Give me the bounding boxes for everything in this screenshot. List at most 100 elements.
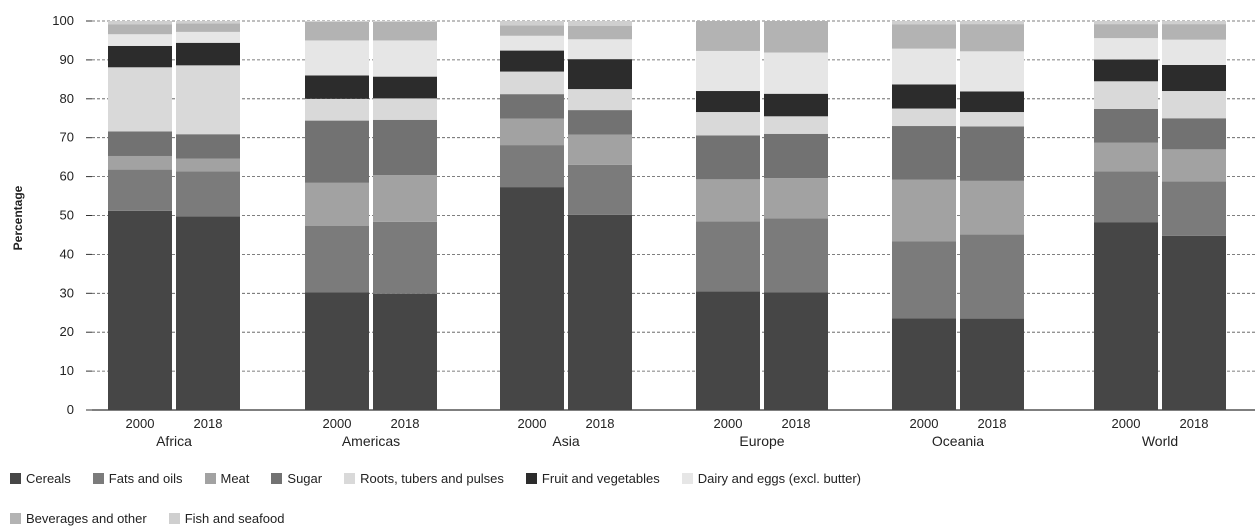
bar-segment-africa-2000-0 — [108, 210, 172, 410]
bar-segment-world-2018-8 — [1162, 21, 1226, 25]
legend-label: Cereals — [26, 470, 71, 486]
legend-swatch — [681, 472, 693, 484]
bar-segment-asia-2000-8 — [500, 21, 564, 26]
bar-segment-world-2018-2 — [1162, 149, 1226, 182]
bar-segment-oceania-2018-6 — [960, 51, 1024, 92]
bar-segment-europe-2000-4 — [696, 112, 760, 136]
bar-segment-europe-2018-1 — [764, 218, 828, 293]
bar-segment-asia-2018-3 — [568, 110, 632, 135]
bar-segment-world-2018-3 — [1162, 118, 1226, 150]
bar-segment-oceania-2018-2 — [960, 180, 1024, 235]
bar-segment-asia-2018-2 — [568, 134, 632, 165]
bar-segment-asia-2000-4 — [500, 71, 564, 95]
bar-segment-africa-2018-1 — [176, 171, 240, 217]
bar-segment-americas-2018-2 — [373, 175, 437, 222]
bar-segment-americas-2000-7 — [305, 21, 369, 41]
y-tick-label: 80 — [60, 91, 74, 106]
bar-segment-africa-2000-1 — [108, 169, 172, 211]
bar-segment-world-2000-4 — [1094, 81, 1158, 109]
bar-segment-world-2018-4 — [1162, 91, 1226, 119]
bar-segment-americas-2000-8 — [305, 21, 369, 22]
y-tick-label: 100 — [52, 13, 74, 28]
bar-segment-americas-2018-5 — [373, 76, 437, 99]
bar-segment-oceania-2018-5 — [960, 91, 1024, 113]
bar-segment-americas-2000-4 — [305, 98, 369, 121]
bar-segment-americas-2018-1 — [373, 221, 437, 294]
bar-segment-oceania-2000-0 — [892, 318, 956, 410]
bar-segment-africa-2000-3 — [108, 131, 172, 156]
x-tick-label: 2018 — [782, 416, 811, 431]
bar-segment-asia-2018-0 — [568, 214, 632, 410]
bar-segment-asia-2000-1 — [500, 145, 564, 188]
bars — [108, 21, 1226, 410]
legend-item: Dairy and eggs (excl. butter) — [681, 470, 861, 486]
x-tick-label: 2018 — [391, 416, 420, 431]
bar-segment-americas-2018-3 — [373, 119, 437, 176]
bar-segment-asia-2000-6 — [500, 35, 564, 51]
bar-segment-asia-2000-5 — [500, 50, 564, 72]
legend-swatch — [168, 512, 180, 524]
bar-segment-world-2000-1 — [1094, 171, 1158, 223]
bar-segment-europe-2000-1 — [696, 221, 760, 292]
bar-segment-world-2018-0 — [1162, 235, 1226, 410]
bar-segment-africa-2000-2 — [108, 155, 172, 170]
bar-segment-americas-2018-0 — [373, 293, 437, 410]
bar-segment-europe-2018-0 — [764, 292, 828, 410]
bar-segment-oceania-2000-1 — [892, 241, 956, 319]
legend-swatch — [92, 472, 104, 484]
group-label: Europe — [739, 433, 784, 449]
x-tick-label: 2018 — [1180, 416, 1209, 431]
bar-segment-europe-2018-7 — [764, 21, 828, 53]
x-tick-label: 2018 — [194, 416, 223, 431]
bar-segment-asia-2018-1 — [568, 164, 632, 215]
y-tick-label: 90 — [60, 52, 74, 67]
legend: Cereals Fats and oils Meat Sugar Roots, tube… — [10, 470, 1070, 526]
bar-segment-oceania-2018-4 — [960, 112, 1024, 127]
bar-segment-americas-2000-1 — [305, 226, 369, 293]
bar-segment-africa-2000-7 — [108, 24, 172, 35]
legend-swatch — [344, 472, 356, 484]
x-tick-label: 2000 — [1112, 416, 1141, 431]
legend-label: Roots, tubers and pulses — [360, 470, 504, 486]
x-tick-label: 2018 — [586, 416, 615, 431]
bar-segment-americas-2000-6 — [305, 40, 369, 76]
bar-segment-oceania-2000-4 — [892, 108, 956, 127]
legend-label: Fats and oils — [108, 470, 183, 486]
x-tick-label: 2000 — [714, 416, 743, 431]
bar-segment-oceania-2000-6 — [892, 48, 956, 85]
bar-segment-americas-2018-8 — [373, 21, 437, 22]
x-tick-label: 2018 — [978, 416, 1007, 431]
bar-segment-world-2018-7 — [1162, 24, 1226, 40]
bar-segment-americas-2000-5 — [305, 75, 369, 99]
bar-segment-americas-2018-4 — [373, 98, 437, 120]
bar-segment-world-2000-8 — [1094, 21, 1158, 25]
legend-item: Fruit and vegetables — [525, 470, 660, 486]
group-label: Asia — [552, 433, 579, 449]
bar-segment-europe-2000-7 — [696, 21, 760, 51]
y-tick-label: 0 — [67, 402, 74, 417]
bar-segment-europe-2018-5 — [764, 93, 828, 117]
bar-segment-europe-2000-2 — [696, 179, 760, 222]
legend-item: Cereals — [10, 470, 71, 486]
bar-segment-oceania-2000-3 — [892, 126, 956, 180]
legend-item: Fish and seafood — [168, 510, 284, 526]
bar-segment-africa-2018-3 — [176, 134, 240, 159]
bar-segment-asia-2018-6 — [568, 39, 632, 60]
bar-segment-oceania-2018-1 — [960, 234, 1024, 319]
x-tick-label: 2000 — [518, 416, 547, 431]
bar-segment-africa-2018-8 — [176, 21, 240, 24]
legend-label: Sugar — [287, 470, 323, 486]
bar-segment-oceania-2000-7 — [892, 24, 956, 49]
bar-segment-asia-2000-7 — [500, 25, 564, 36]
bar-segment-world-2000-5 — [1094, 59, 1158, 82]
legend-item: Fats and oils — [92, 470, 183, 486]
bar-segment-world-2000-3 — [1094, 108, 1158, 143]
group-label: Oceania — [932, 433, 984, 449]
bar-segment-africa-2000-5 — [108, 45, 172, 68]
bar-segment-asia-2018-7 — [568, 25, 632, 40]
bar-segment-americas-2018-7 — [373, 21, 437, 41]
bar-segment-oceania-2000-5 — [892, 84, 956, 109]
legend-label: Beverages and other — [26, 510, 147, 526]
bar-segment-world-2000-7 — [1094, 24, 1158, 39]
